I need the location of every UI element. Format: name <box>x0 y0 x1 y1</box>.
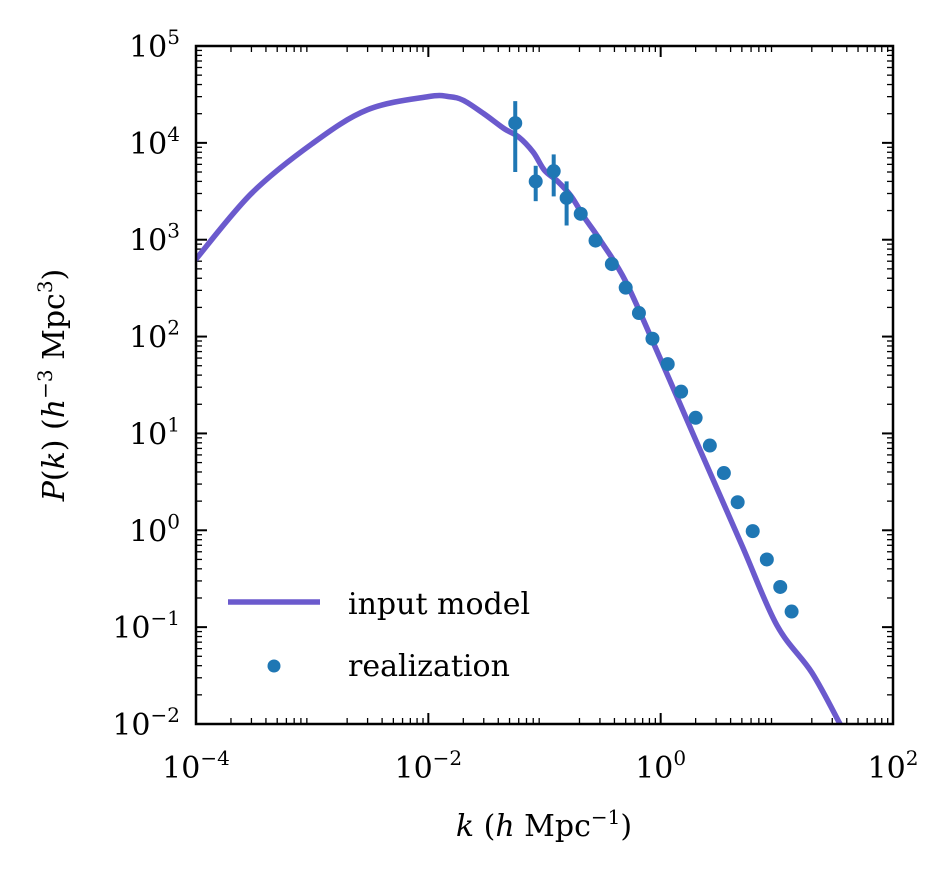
x-tick-label-exponent: −4 <box>200 746 229 770</box>
y-tick-label-base: 10 <box>129 514 167 549</box>
data-point <box>618 280 633 295</box>
x-label-var: k <box>456 809 474 844</box>
data-point <box>716 466 731 481</box>
data-point <box>573 206 588 221</box>
data-point <box>730 495 745 510</box>
data-point <box>660 357 675 372</box>
legend-marker-swatch <box>267 659 281 673</box>
series-layer <box>196 92 843 724</box>
x-tick-label: 10−2 <box>394 746 462 786</box>
model-line <box>196 92 843 724</box>
y-axis-label: P(k) (h−3 Mpc3) <box>33 269 72 503</box>
y-tick-label-base: 10 <box>112 611 150 646</box>
data-point <box>546 164 561 179</box>
data-point <box>645 331 660 346</box>
y-tick-label: 10−1 <box>112 606 180 646</box>
y-tick-label: 102 <box>129 316 180 356</box>
x-label-unit-var: h <box>495 809 514 844</box>
legend: input model realization <box>228 587 530 684</box>
x-tick-label-exponent: 2 <box>906 746 919 770</box>
data-point <box>688 410 703 425</box>
y-label-open: ( <box>37 469 72 481</box>
y-tick-label-exponent: 1 <box>167 412 180 436</box>
data-point <box>528 174 543 189</box>
y-label-arg: k <box>37 451 72 469</box>
legend-label-realization: realization <box>348 649 510 684</box>
x-tick-label: 100 <box>635 746 686 786</box>
y-tick-label: 101 <box>129 412 180 452</box>
x-label-close: ) <box>620 809 632 844</box>
y-tick-label-base: 10 <box>129 224 167 259</box>
x-tick-label: 10−4 <box>162 746 230 786</box>
x-axis-label: k (h Mpc−1) <box>456 805 632 844</box>
x-tick-label-base: 10 <box>868 751 906 786</box>
y-label-mid: ) ( <box>37 418 72 451</box>
y-tick-label-exponent: 2 <box>167 316 180 340</box>
y-tick-label-exponent: −1 <box>151 606 180 630</box>
x-tick-label-exponent: 0 <box>673 746 686 770</box>
y-label-var: P <box>37 480 72 502</box>
y-tick-label-exponent: −2 <box>151 703 180 727</box>
x-tick-labels: 10−4 10−2 100 102 <box>162 746 918 786</box>
x-label-unit: Mpc <box>515 809 591 844</box>
data-point <box>702 438 717 453</box>
y-label-exp2: 3 <box>33 280 57 293</box>
y-tick-label-base: 10 <box>112 708 150 743</box>
y-tick-label: 100 <box>129 509 180 549</box>
legend-label-input-model: input model <box>348 587 530 622</box>
x-tick-label: 102 <box>868 746 919 786</box>
y-label-unit: Mpc <box>37 293 72 369</box>
y-label-exp1: −3 <box>33 369 57 398</box>
x-tick-label-base: 10 <box>162 751 200 786</box>
x-tick-label-base: 10 <box>394 751 432 786</box>
data-point <box>773 579 788 594</box>
y-tick-label: 105 <box>129 25 180 65</box>
x-tick-label-exponent: −2 <box>433 746 462 770</box>
x-label-exp: −1 <box>591 805 620 829</box>
data-point <box>508 116 523 131</box>
y-tick-label: 10−2 <box>112 703 180 743</box>
data-point <box>745 524 760 539</box>
y-tick-label-base: 10 <box>129 30 167 65</box>
y-label-close: ) <box>37 269 72 281</box>
x-tick-label-base: 10 <box>635 751 673 786</box>
y-tick-label: 104 <box>129 122 180 162</box>
y-tick-label-base: 10 <box>129 321 167 356</box>
plot-frame <box>194 44 895 726</box>
y-tick-label-exponent: 3 <box>167 219 180 243</box>
y-tick-label-exponent: 0 <box>167 509 180 533</box>
data-point <box>588 233 603 248</box>
minor-ticks <box>196 46 893 724</box>
y-tick-label: 103 <box>129 219 180 259</box>
y-tick-label-base: 10 <box>129 417 167 452</box>
major-ticks <box>195 45 894 725</box>
y-label-unit-var: h <box>37 399 72 418</box>
data-point <box>631 306 646 321</box>
y-tick-label-base: 10 <box>129 127 167 162</box>
y-tick-label-exponent: 4 <box>167 122 180 146</box>
y-tick-label-exponent: 5 <box>167 25 180 49</box>
data-point <box>674 384 689 399</box>
data-point <box>759 552 774 567</box>
data-point <box>559 190 574 205</box>
x-label-open: ( <box>474 809 495 844</box>
data-point <box>604 257 619 272</box>
data-point <box>784 604 799 619</box>
